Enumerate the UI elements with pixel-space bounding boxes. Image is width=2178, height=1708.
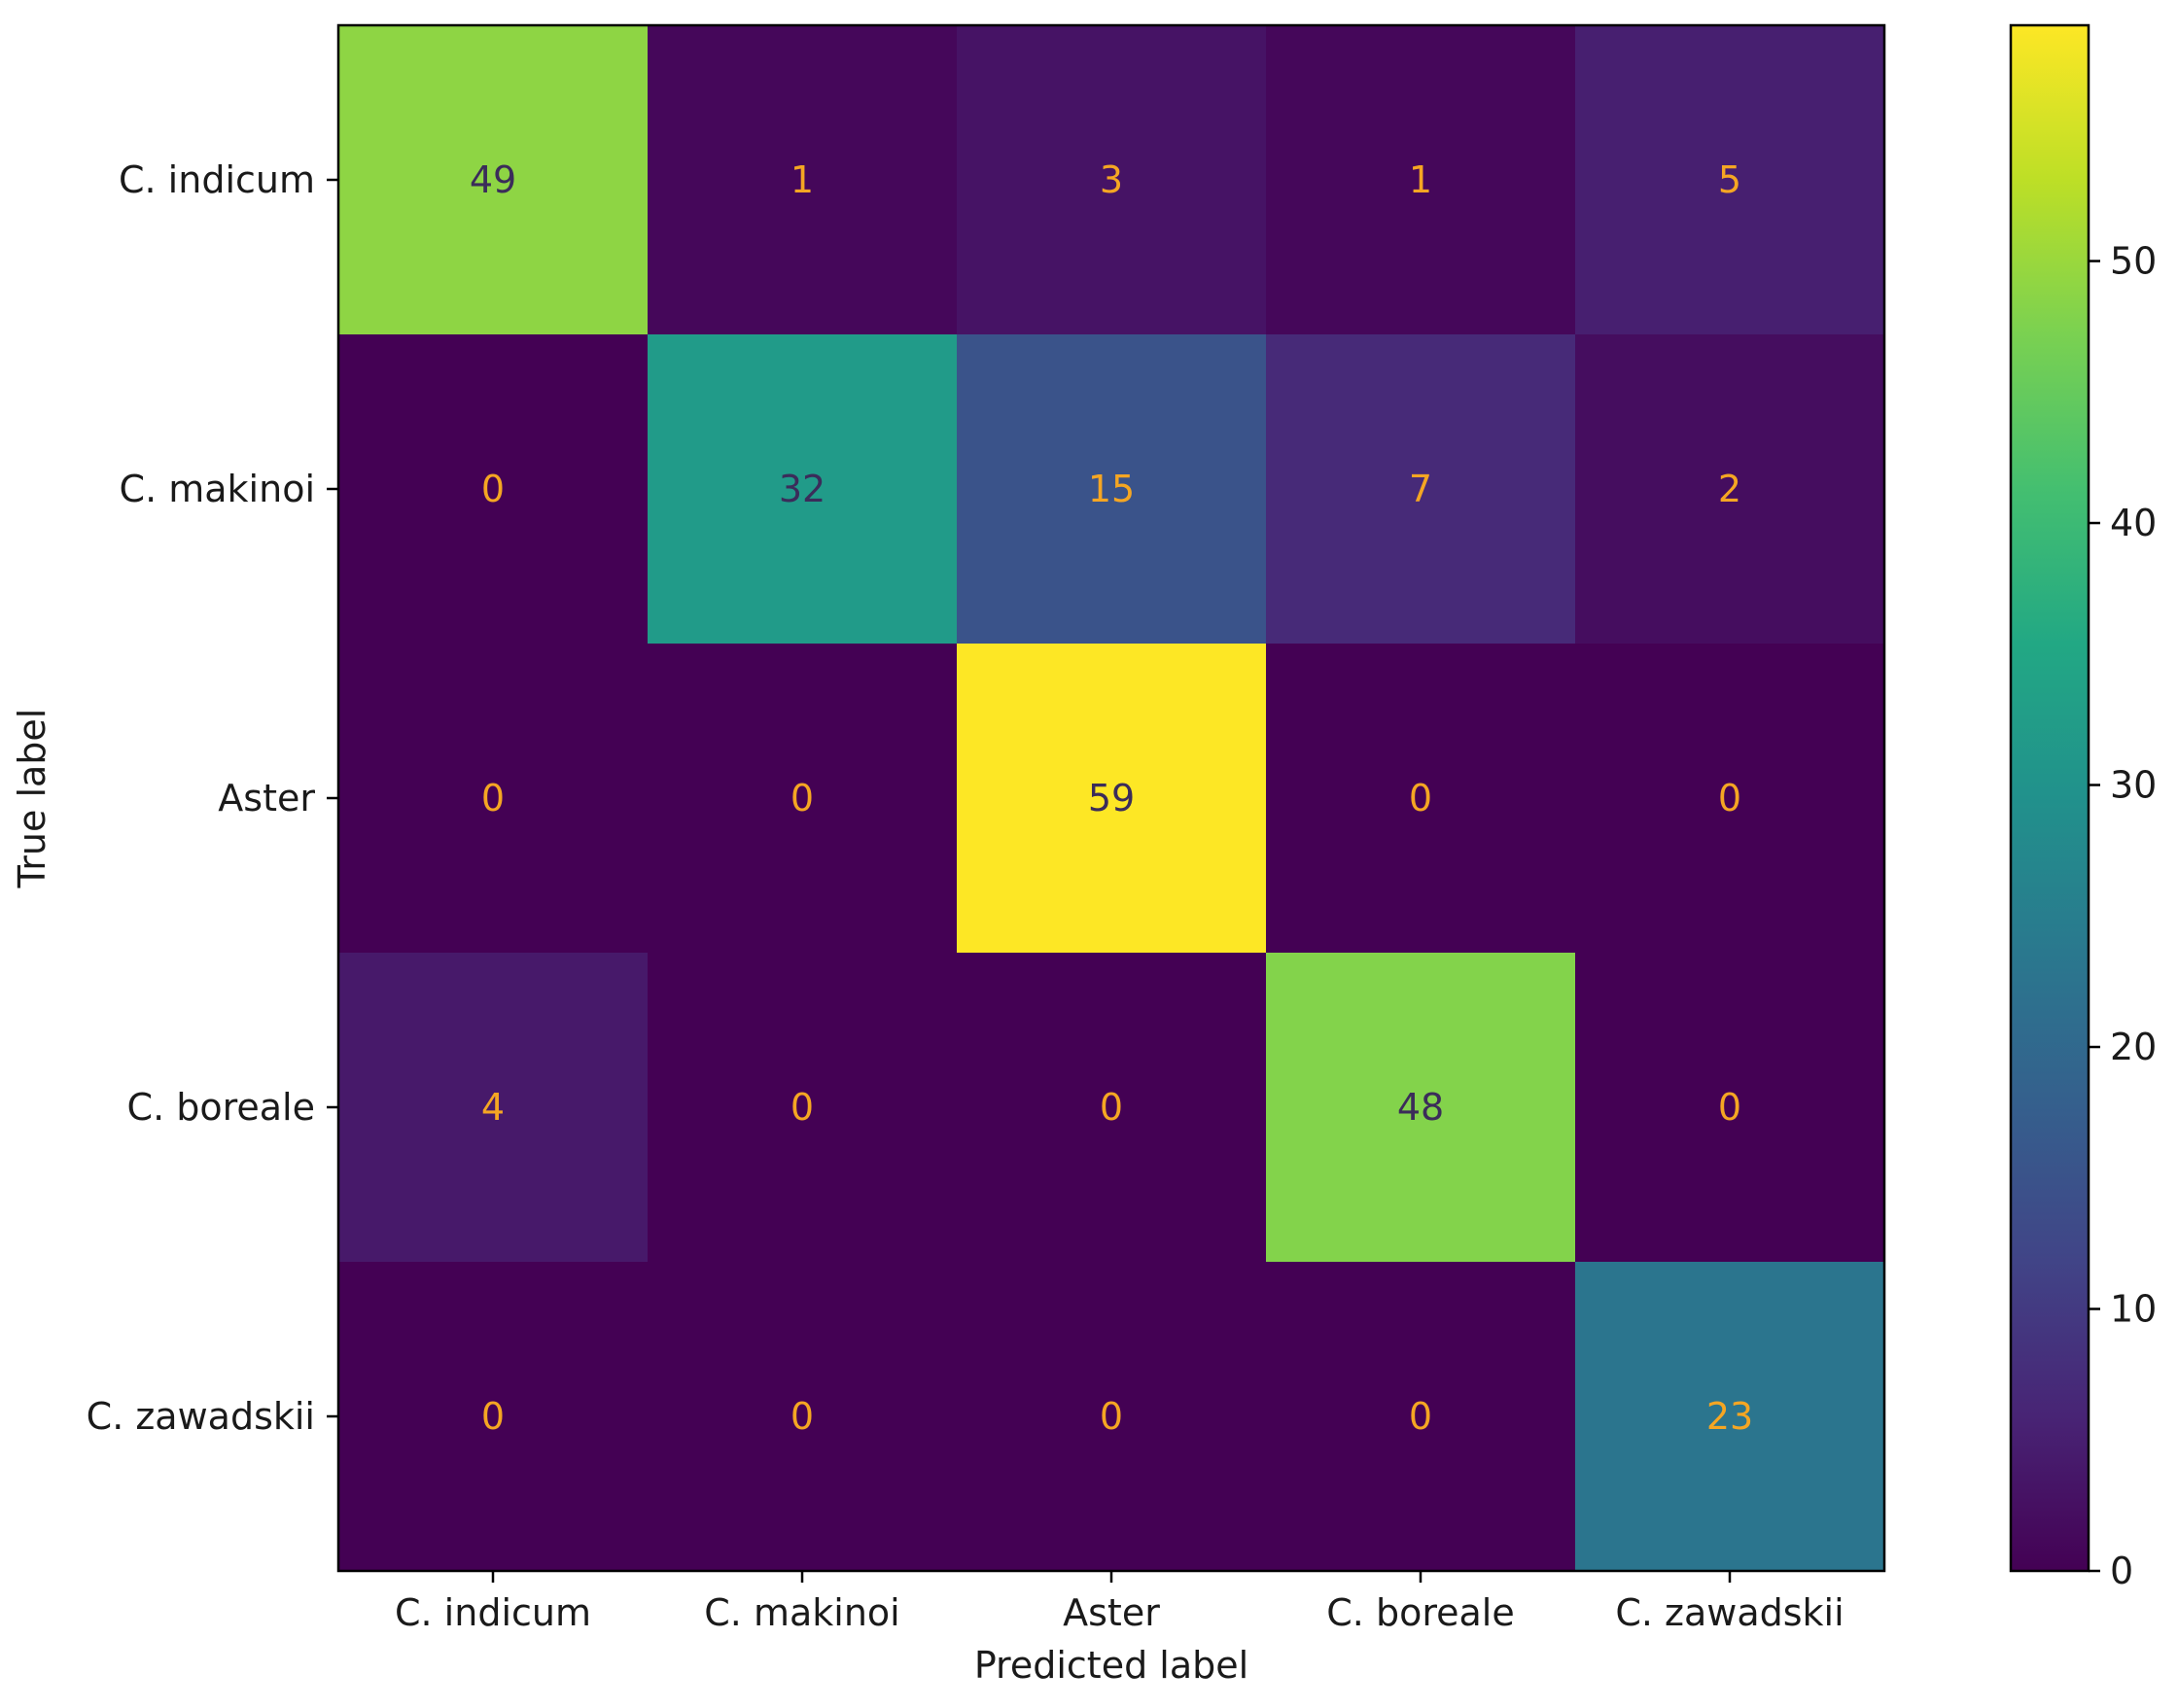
- cell-value-r2-c1: 0: [790, 777, 814, 819]
- cell-value-r4-c0: 0: [481, 1395, 505, 1438]
- heatmap-cell-r3-c0: [338, 953, 649, 1263]
- cell-value-r4-c4: 23: [1706, 1395, 1753, 1438]
- cell-value-r3-c4: 0: [1718, 1086, 1741, 1129]
- cell-value-r3-c1: 0: [790, 1086, 814, 1129]
- colorbar-tick-label-1: 10: [2110, 1288, 2157, 1331]
- cell-value-r1-c4: 2: [1718, 468, 1741, 510]
- cell-value-r1-c2: 15: [1088, 468, 1135, 510]
- heatmap-cell-r3-c3: [1266, 953, 1576, 1263]
- cell-annotations: 49 1 3 1 50 32 15 7 20 0 59 0 04 0 0 48 00 0 0 0 23: [470, 158, 1753, 1438]
- cell-value-r1-c0: 0: [481, 468, 505, 510]
- y-axis-ticks: C. indicum C. makinoi Aster C. boreale C. za…: [87, 158, 338, 1438]
- x-tick-label-1: C. makinoi: [704, 1591, 899, 1634]
- heatmap-cell-r3-c2: [957, 953, 1267, 1263]
- colorbar-tick-label-0: 0: [2110, 1550, 2133, 1592]
- heatmap-cell-r2-c1: [648, 644, 958, 954]
- y-tick-label-3: C. boreale: [127, 1086, 315, 1129]
- colorbar: [2009, 23, 2090, 1573]
- cell-value-r2-c0: 0: [481, 777, 505, 819]
- x-tick-label-2: Aster: [1063, 1591, 1160, 1634]
- cell-value-r2-c3: 0: [1409, 777, 1432, 819]
- heatmap-cell-r3-c1: [648, 953, 958, 1263]
- x-axis-ticks: C. indicum C. makinoi Aster C. boreale C. za…: [395, 1571, 1844, 1634]
- cell-value-r0-c2: 3: [1100, 158, 1123, 201]
- cell-value-r4-c2: 0: [1100, 1395, 1123, 1438]
- x-tick-label-4: C. zawadskii: [1615, 1591, 1844, 1634]
- cell-value-r0-c1: 1: [790, 158, 814, 201]
- heatmap-cell-r0-c4: [1575, 25, 1885, 335]
- heatmap-cell-r2-c0: [338, 644, 649, 954]
- heatmap-cell-r1-c4: [1575, 334, 1885, 645]
- cell-value-r2-c4: 0: [1718, 777, 1741, 819]
- heatmap-cell-r3-c4: [1575, 953, 1885, 1263]
- y-tick-label-2: Aster: [218, 777, 315, 819]
- colorbar-ticks: 0 10 20 30 40 50: [2089, 240, 2157, 1592]
- colorbar-tick-label-3: 30: [2110, 764, 2157, 807]
- heatmap-cell-r4-c2: [957, 1262, 1267, 1572]
- heatmap-cell-r4-c4: [1575, 1262, 1885, 1572]
- heatmap-cell-r4-c0: [338, 1262, 649, 1572]
- cell-value-r3-c3: 48: [1397, 1086, 1444, 1129]
- colorbar-tick-label-4: 40: [2110, 502, 2157, 544]
- cell-value-r1-c3: 7: [1409, 468, 1432, 510]
- heatmap-cell-r4-c3: [1266, 1262, 1576, 1572]
- heatmap-cell-r1-c1: [648, 334, 958, 645]
- heatmap-cells: [338, 25, 1885, 1572]
- cell-value-r4-c1: 0: [790, 1395, 814, 1438]
- x-tick-label-3: C. boreale: [1326, 1591, 1514, 1634]
- y-tick-label-4: C. zawadskii: [87, 1395, 315, 1438]
- heatmap-cell-r2-c2: [957, 644, 1267, 954]
- cell-value-r2-c2: 59: [1088, 777, 1135, 819]
- heatmap-cell-r1-c3: [1266, 334, 1576, 645]
- cell-value-r1-c1: 32: [779, 468, 826, 510]
- heatmap-cell-r0-c0: [338, 25, 649, 335]
- heatmap-cell-r1-c2: [957, 334, 1267, 645]
- x-tick-label-0: C. indicum: [395, 1591, 591, 1634]
- heatmap-cell-r4-c1: [648, 1262, 958, 1572]
- cell-value-r4-c3: 0: [1409, 1395, 1432, 1438]
- heatmap-cell-r0-c1: [648, 25, 958, 335]
- y-tick-label-0: C. indicum: [119, 158, 315, 201]
- cell-value-r3-c0: 4: [481, 1086, 505, 1129]
- cell-value-r0-c4: 5: [1718, 158, 1741, 201]
- cell-value-r0-c3: 1: [1409, 158, 1432, 201]
- heatmap-cell-r0-c2: [957, 25, 1267, 335]
- y-tick-label-1: C. makinoi: [120, 468, 315, 510]
- heatmap-cell-r2-c4: [1575, 644, 1885, 954]
- heatmap-cell-r1-c0: [338, 334, 649, 645]
- heatmap-cell-r2-c3: [1266, 644, 1576, 954]
- x-axis-label: Predicted label: [974, 1644, 1248, 1687]
- colorbar-tick-label-5: 50: [2110, 240, 2157, 283]
- heatmap-cell-r0-c3: [1266, 25, 1576, 335]
- cell-value-r3-c2: 0: [1100, 1086, 1123, 1129]
- cell-value-r0-c0: 49: [470, 158, 516, 201]
- y-axis-label: True label: [11, 709, 53, 889]
- colorbar-tick-label-2: 20: [2110, 1026, 2157, 1068]
